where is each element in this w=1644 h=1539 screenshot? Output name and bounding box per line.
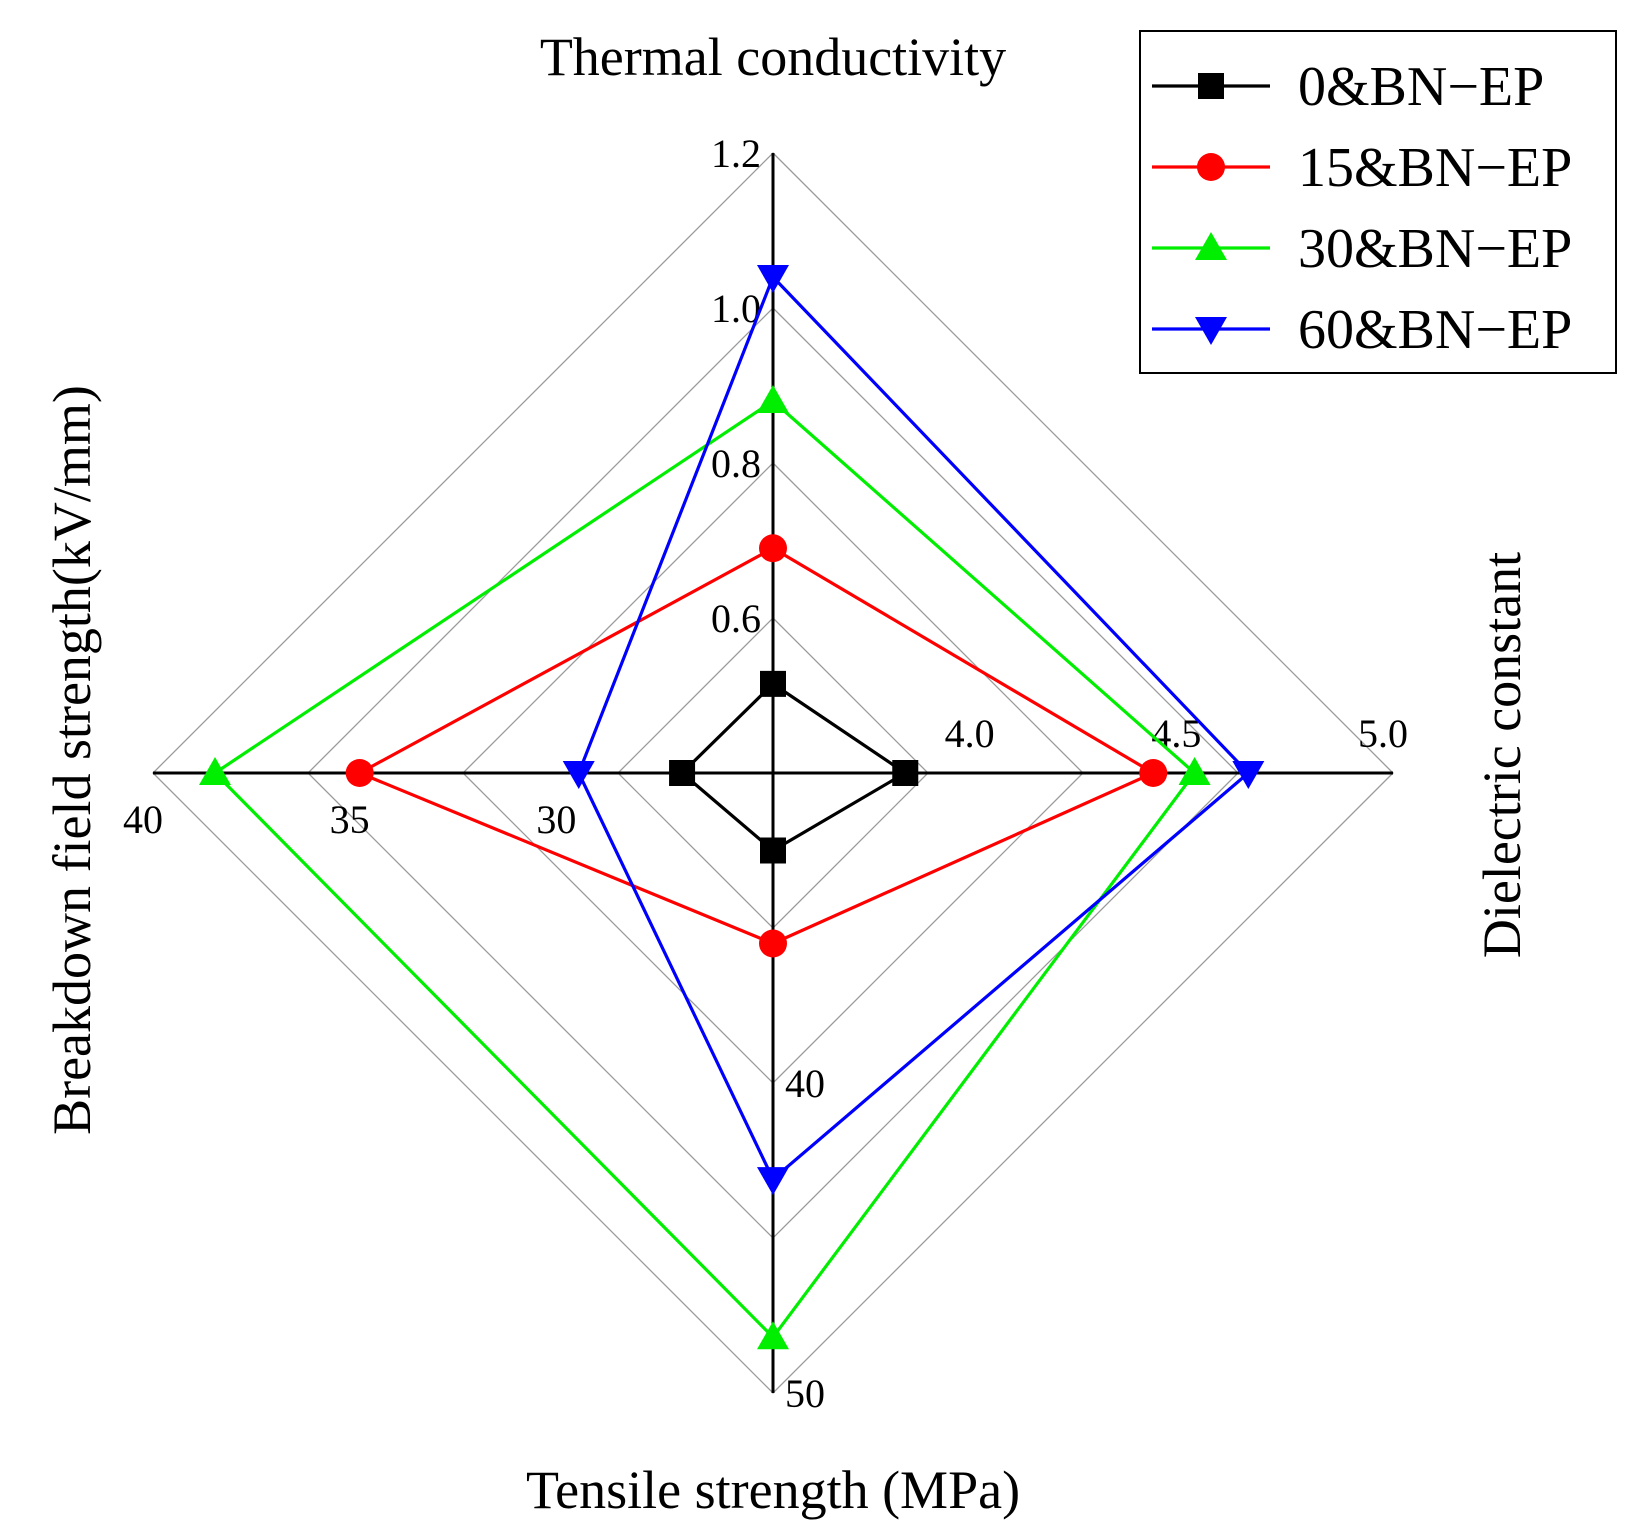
data-point-left	[669, 760, 696, 786]
legend-marker	[1197, 153, 1225, 181]
series-line	[576, 274, 1251, 1182]
legend-item: 60&BN−EP	[1152, 299, 1572, 361]
data-point-right	[1232, 761, 1265, 789]
data-point-right	[1178, 757, 1211, 785]
data-point-right	[892, 760, 919, 786]
tick-label-left: 35	[330, 797, 370, 842]
tick-label-top: 1.2	[711, 131, 761, 176]
data-point-top	[757, 265, 789, 293]
series-group	[199, 265, 1265, 1350]
series-0	[669, 670, 919, 864]
tick-labels: 0.6 0.8 1.0 1.2 4.0 4.5 5.0 40 50 30 35 40	[123, 131, 1408, 1416]
data-point-left	[562, 761, 595, 789]
legend-item: 0&BN−EP	[1152, 56, 1544, 118]
series-2	[199, 385, 1211, 1350]
series-line	[679, 681, 909, 853]
axis-title-top: Thermal conductivity	[540, 27, 1006, 87]
data-point-right	[1139, 759, 1168, 787]
tick-label-right: 4.0	[945, 711, 995, 756]
axis-title-bottom: Tensile strength (MPa)	[526, 1460, 1020, 1520]
data-point-left	[345, 759, 374, 787]
legend-marker	[1195, 317, 1227, 345]
data-point-bottom	[757, 1167, 789, 1196]
legend-label: 15&BN−EP	[1298, 137, 1572, 199]
axis-title-left: Breakdown field strength(kV/mm)	[42, 385, 102, 1135]
legend-marker	[1195, 232, 1227, 260]
series-3	[562, 265, 1265, 1196]
data-point-top	[757, 385, 789, 413]
legend-label: 30&BN−EP	[1298, 218, 1572, 280]
tick-label-top: 1.0	[711, 286, 761, 331]
legend-marker	[1198, 73, 1224, 99]
data-point-bottom	[760, 837, 786, 864]
tick-label-left: 40	[123, 797, 163, 842]
legend-label: 60&BN−EP	[1298, 299, 1572, 361]
tick-label-bottom: 50	[785, 1371, 825, 1416]
legend-item: 30&BN−EP	[1152, 218, 1572, 280]
data-point-bottom	[757, 1321, 789, 1350]
data-point-bottom	[759, 929, 787, 958]
legend-item: 15&BN−EP	[1152, 137, 1572, 199]
tick-label-bottom: 40	[785, 1061, 825, 1106]
series-1	[345, 534, 1168, 958]
tick-label-right: 4.5	[1151, 711, 1201, 756]
data-point-left	[199, 757, 231, 785]
data-point-top	[759, 534, 787, 563]
axis-title-right: Dielectric constant	[1472, 552, 1532, 958]
legend: 0&BN−EP 15&BN−EP 30&BN−EP 60&BN−EP	[1139, 30, 1617, 374]
series-line	[212, 398, 1197, 1340]
data-point-top	[760, 670, 786, 697]
tick-label-left: 30	[536, 797, 576, 842]
tick-label-right: 5.0	[1358, 711, 1408, 756]
tick-label-top: 0.8	[711, 441, 761, 486]
tick-label-top: 0.6	[711, 596, 761, 641]
legend-label: 0&BN−EP	[1298, 56, 1544, 118]
